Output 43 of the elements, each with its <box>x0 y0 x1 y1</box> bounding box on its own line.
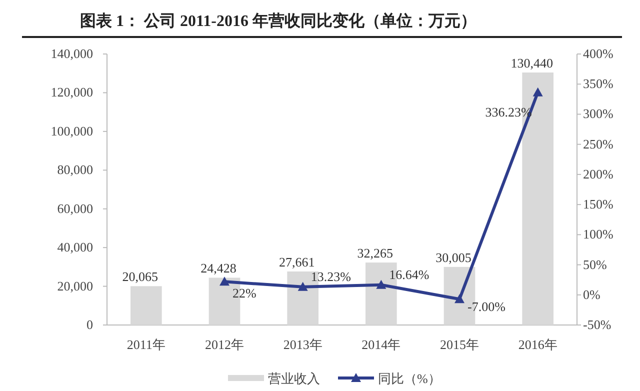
x-tick-label: 2011年 <box>126 337 166 352</box>
y-tick-label: 100,000 <box>50 123 93 138</box>
data-label: 32,265 <box>357 246 394 261</box>
point <box>220 276 230 286</box>
y2-tick-label: 350% <box>583 76 614 92</box>
y-tick-label: 120,000 <box>50 84 93 100</box>
x-tick-label: 2016年 <box>518 337 558 352</box>
data-label: 16.64% <box>389 266 430 282</box>
data-label: 27,661 <box>278 254 315 270</box>
data-label: 30,005 <box>436 250 472 265</box>
y2-tick-label: 200% <box>583 166 614 182</box>
legend-label: 同比（%） <box>378 371 441 386</box>
data-label: 13.23% <box>310 268 352 284</box>
y2-tick-label: 100% <box>583 226 614 242</box>
y2-tick-label: -50% <box>583 317 612 332</box>
y-tick-label: 0 <box>86 317 93 332</box>
y-tick-label: 140,000 <box>50 46 93 61</box>
y-tick-label: 80,000 <box>57 162 93 178</box>
x-tick-label: 2012年 <box>205 337 244 352</box>
chart-title: 图表 1： 公司 2011-2016 年营收同比变化（单位：万元） <box>80 12 476 30</box>
point <box>298 282 308 291</box>
data-label: 20,065 <box>122 269 158 284</box>
y-tick-label: 40,000 <box>57 240 93 255</box>
y2-tick-label: 250% <box>583 136 614 152</box>
x-tick-label: 2014年 <box>362 337 401 352</box>
y2-tick-label: 50% <box>583 256 607 272</box>
y-tick-label: 60,000 <box>57 200 93 216</box>
point <box>532 87 543 96</box>
x-tick-label: 2013年 <box>283 337 322 352</box>
point <box>454 294 464 304</box>
data-label: -7.00% <box>468 299 506 314</box>
legend-label: 营业收入 <box>268 371 320 386</box>
y-tick-label: 20,000 <box>57 278 93 294</box>
data-label: 24,428 <box>200 260 236 276</box>
y2-tick-label: 300% <box>583 106 614 122</box>
y2-tick-label: 150% <box>583 196 614 212</box>
x-tick-label: 2015年 <box>440 337 479 352</box>
bar <box>130 286 162 325</box>
point <box>376 280 386 289</box>
y2-tick-label: 400% <box>583 46 614 61</box>
y2-tick-label: 0% <box>583 286 600 302</box>
data-label: 130,440 <box>510 56 553 71</box>
data-label: 22% <box>232 286 256 301</box>
